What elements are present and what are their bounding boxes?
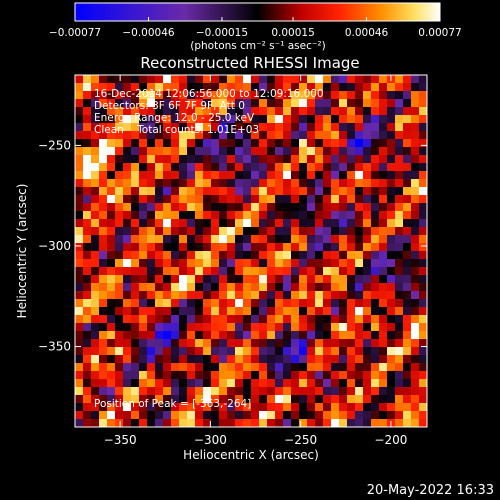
annotation-peak: Position of Peak = [-363,-264] [94,398,251,410]
colorbar-ticks: −0.00077 −0.00046 −0.00015 0.00015 0.00046 0.… [49,17,462,39]
annotation-clean: Clean Total counts: 1.01E+03 [94,124,259,136]
annotation-detectors: Detectors: 3F 6F 7F 9F, Att 0 [94,100,245,112]
x-axis-label: Heliocentric X (arcsec) [183,448,319,462]
y-tick-label: −350 [38,340,71,354]
annotation-block: 16-Dec-2014 12:06:56.000 to 12:09:16.000… [94,88,324,136]
y-axis-ticks: −350 −300 −250 [38,138,427,354]
y-tick-label: −300 [38,239,71,253]
annotation-time: 16-Dec-2014 12:06:56.000 to 12:09:16.000 [94,88,324,100]
colorbar-tick-label: −0.00015 [196,27,248,39]
x-tick-label: −250 [284,433,317,447]
colorbar-tick-label: −0.00077 [49,27,101,39]
chart-title: Reconstructed RHESSI Image [140,54,359,72]
colorbar-tick-label: 0.00015 [271,27,314,39]
colorbar-tick-label: −0.00046 [122,27,175,39]
colorbar-tick-label: 0.00077 [418,27,461,39]
heatmap-image [75,75,427,427]
plot-frame [74,74,428,428]
x-tick-label: −200 [374,433,407,447]
colorbar [74,2,441,22]
x-tick-label: −300 [194,433,227,447]
x-tick-label: −350 [104,433,137,447]
y-axis-label: Heliocentric Y (arcsec) [15,184,29,319]
colorbar-units: (photons cm⁻² s⁻¹ asec⁻²) [190,40,325,52]
footer-date: 20-May-2022 16:33 [367,483,494,498]
annotation-energy: Energy Range: 12.0 - 25.0 keV [94,112,255,124]
y-tick-label: −250 [38,138,71,152]
x-axis-ticks: −350 −300 −250 −200 [104,75,407,447]
colorbar-tick-label: 0.00046 [345,27,389,39]
